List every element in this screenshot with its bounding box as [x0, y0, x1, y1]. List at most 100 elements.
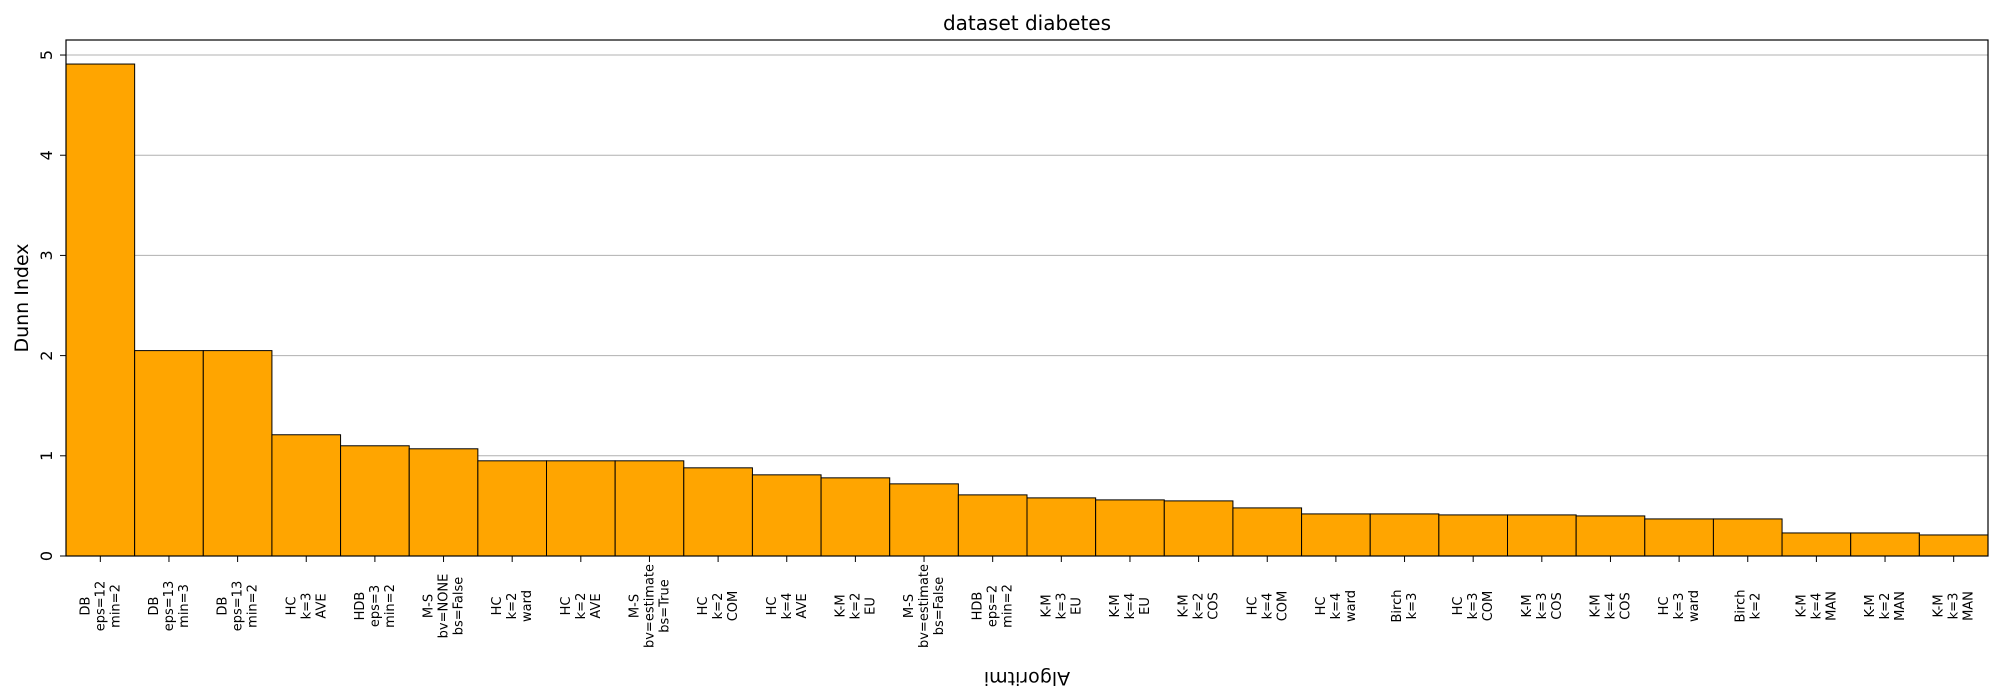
- x-category-label-line: MAN: [1893, 591, 1908, 621]
- x-category-label-line: HC: [284, 597, 299, 616]
- bar: [1781, 532, 1852, 557]
- x-category-label: K-Mk=2EU: [833, 593, 878, 620]
- bar: [1026, 497, 1097, 557]
- x-category-label-line: k=2: [1878, 593, 1893, 620]
- bar: [1369, 513, 1440, 557]
- x-category-label: HCk=4ward: [1314, 590, 1359, 622]
- x-category-label-line: ward: [1344, 590, 1359, 622]
- x-category-label-line: eps=2: [986, 585, 1001, 627]
- x-category-label: HCk=2AVE: [559, 593, 604, 620]
- x-category-label-line: eps=13: [231, 581, 246, 631]
- x-category-label-line: bv=estimate: [642, 564, 657, 648]
- x-category-label-line: COM: [1275, 591, 1290, 622]
- x-category-label: K-Mk=3COS: [1520, 592, 1565, 620]
- bar: [683, 467, 753, 557]
- x-category-label-line: K-M: [1039, 594, 1054, 617]
- x-category-label-line: HC: [1314, 597, 1329, 616]
- x-category-label-line: AVE: [314, 593, 329, 618]
- x-category-label-line: HC: [1657, 597, 1672, 616]
- x-category-label-line: Birch: [1733, 590, 1748, 623]
- bar: [65, 63, 136, 557]
- x-category-label: DBeps=13min=2: [216, 581, 261, 631]
- x-axis-label: Algoritmi: [984, 667, 1070, 689]
- y-axis-ticks: 0 1 2 3 4 5: [37, 50, 66, 561]
- x-category-label-line: k=2: [848, 593, 863, 620]
- y-tick-label: 5: [37, 50, 56, 60]
- x-category-label-line: ward: [1687, 590, 1702, 622]
- y-tick-label: 0: [37, 551, 56, 561]
- x-category-label-line: eps=3: [368, 585, 383, 627]
- x-category-label-line: COM: [1481, 591, 1496, 622]
- x-category-label: HCk=2COM: [696, 591, 741, 622]
- x-category-label: K-Mk=4COS: [1588, 592, 1633, 620]
- x-category-label-line: HDB: [971, 592, 986, 621]
- x-category-label-line: bv=estimate: [917, 564, 932, 648]
- bar: [340, 445, 410, 557]
- plot-frame: [65, 39, 1989, 557]
- y-tick-label: 2: [37, 351, 56, 361]
- x-category-label-line: k=2: [1192, 593, 1207, 620]
- x-category-label-line: HC: [490, 597, 505, 616]
- x-category-label-line: min=2: [108, 584, 123, 628]
- x-category-label-line: k=3: [1054, 593, 1069, 620]
- x-category-label-line: HC: [1245, 597, 1260, 616]
- x-category-label-line: HC: [559, 597, 574, 616]
- x-category-label: K-Mk=2COS: [1177, 592, 1222, 620]
- x-category-label-line: ward: [520, 590, 535, 622]
- x-category-label-line: M-S: [627, 594, 642, 618]
- bar: [820, 477, 891, 557]
- bar: [408, 448, 479, 557]
- x-category-label-line: K-M: [1794, 594, 1809, 617]
- x-category-label-line: K-M: [1588, 594, 1603, 617]
- x-category-label-line: HC: [1451, 597, 1466, 616]
- x-category-label-line: k=4: [1260, 593, 1275, 620]
- x-category-label-line: k=4: [1809, 593, 1824, 620]
- x-category-label-line: k=2: [574, 593, 589, 620]
- x-category-label-line: HDB: [353, 592, 368, 621]
- x-category-label-line: k=4: [780, 593, 795, 620]
- bar: [1850, 532, 1920, 557]
- x-category-label-line: K-M: [1863, 594, 1878, 617]
- x-category-label: HCk=2ward: [490, 590, 535, 622]
- bars: [65, 63, 1989, 557]
- x-category-label: K-Mk=2MAN: [1863, 591, 1908, 621]
- x-category-label-line: k=2: [711, 593, 726, 620]
- x-category-label-line: M-S: [902, 594, 917, 618]
- x-category-label-line: K-M: [1108, 594, 1123, 617]
- x-category-label-line: k=3: [1405, 593, 1420, 620]
- x-category-label-line: min=2: [383, 584, 398, 628]
- x-category-label-line: COS: [1618, 592, 1633, 620]
- x-category-label-line: bs=False: [932, 577, 947, 636]
- x-category-label: HDBeps=2min=2: [971, 584, 1016, 628]
- x-category-label: Birchk=3: [1390, 590, 1420, 623]
- x-category-label-line: COS: [1207, 592, 1222, 620]
- x-category-label-line: DB: [216, 597, 231, 616]
- y-tick-label: 3: [37, 250, 56, 260]
- x-category-label-line: eps=12: [93, 581, 108, 631]
- x-category-label-line: k=4: [1603, 593, 1618, 620]
- x-category-label-line: k=3: [1466, 593, 1481, 620]
- x-category-label: HCk=3ward: [1657, 590, 1702, 622]
- bar: [957, 494, 1028, 557]
- y-tick-label: 4: [37, 150, 56, 160]
- x-category-label-line: bs=False: [452, 577, 467, 636]
- x-category-label: DBeps=12min=2: [78, 581, 123, 631]
- chart-title: dataset diabetes: [943, 11, 1111, 35]
- x-category-label-line: K-M: [1177, 594, 1192, 617]
- x-category-label: HCk=4COM: [1245, 591, 1290, 622]
- x-category-label-line: k=3: [1535, 593, 1550, 620]
- gridlines: [66, 54, 1988, 457]
- x-category-label-line: k=3: [299, 593, 314, 620]
- x-category-label-line: eps=13: [162, 581, 177, 631]
- x-category-label-line: EU: [1138, 597, 1153, 615]
- x-axis-category-labels: DBeps=12min=2 DBeps=13min=3 DBeps=13min=2 H…: [78, 556, 1977, 648]
- bar: [1095, 499, 1165, 557]
- bar: [614, 460, 685, 557]
- bar: [1232, 507, 1303, 557]
- x-category-label-line: MAN: [1962, 591, 1977, 621]
- x-category-label: K-Mk=3MAN: [1932, 591, 1977, 621]
- x-category-label-line: k=3: [1947, 593, 1962, 620]
- x-category-label-line: min=2: [1001, 584, 1016, 628]
- x-category-label: HCk=3AVE: [284, 593, 329, 620]
